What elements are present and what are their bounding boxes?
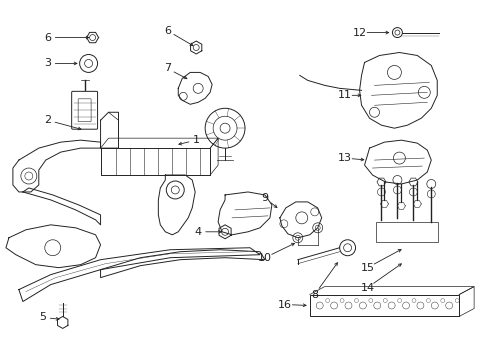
Text: 13: 13 bbox=[338, 153, 352, 163]
Text: 6: 6 bbox=[44, 32, 51, 42]
Bar bbox=[376, 222, 438, 242]
Text: 6: 6 bbox=[164, 26, 171, 36]
Text: 11: 11 bbox=[338, 90, 352, 100]
Text: 5: 5 bbox=[39, 312, 46, 323]
Text: 3: 3 bbox=[44, 58, 51, 68]
Text: 15: 15 bbox=[361, 263, 374, 273]
Text: 16: 16 bbox=[278, 300, 292, 310]
Bar bbox=[310, 294, 459, 316]
Text: 7: 7 bbox=[164, 63, 171, 73]
Text: 2: 2 bbox=[44, 115, 51, 125]
Text: 12: 12 bbox=[352, 28, 367, 37]
Text: 14: 14 bbox=[361, 283, 374, 293]
Text: 1: 1 bbox=[193, 135, 200, 145]
Text: 8: 8 bbox=[311, 289, 318, 300]
Text: 4: 4 bbox=[195, 227, 202, 237]
Text: 10: 10 bbox=[258, 253, 272, 263]
Text: 9: 9 bbox=[261, 193, 269, 203]
